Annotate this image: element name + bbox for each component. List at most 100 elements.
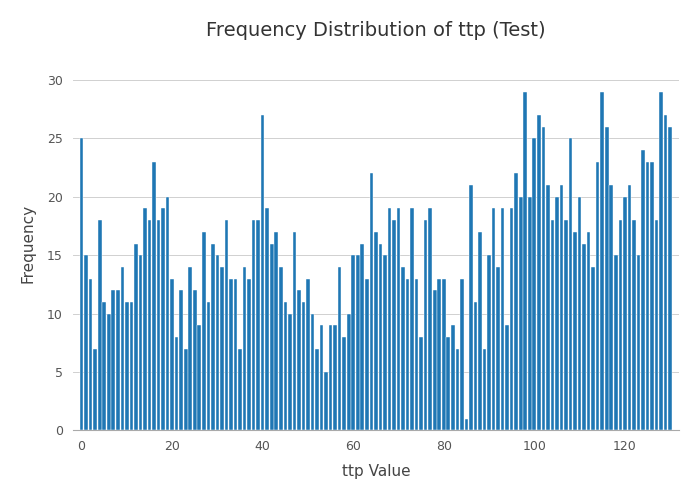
Bar — [170, 278, 174, 430]
Bar — [166, 197, 169, 430]
Bar — [139, 255, 142, 430]
Bar — [415, 278, 419, 430]
Bar — [587, 232, 590, 430]
Bar — [247, 278, 251, 430]
Bar — [234, 278, 237, 430]
Bar — [148, 220, 151, 430]
Bar — [568, 138, 573, 430]
Bar — [469, 185, 472, 430]
Bar — [438, 278, 441, 430]
Bar — [342, 337, 346, 430]
Bar — [338, 267, 342, 430]
Bar — [410, 208, 414, 430]
Bar — [311, 314, 314, 430]
Bar — [654, 220, 658, 430]
Bar — [628, 185, 631, 430]
Bar — [419, 337, 423, 430]
Bar — [120, 267, 124, 430]
Bar — [288, 314, 292, 430]
Bar — [483, 348, 486, 430]
Bar — [202, 232, 206, 430]
Bar — [197, 325, 201, 430]
Bar — [374, 232, 378, 430]
Bar — [573, 232, 577, 430]
Bar — [225, 220, 228, 430]
Bar — [193, 290, 197, 430]
Bar — [102, 302, 106, 430]
Bar — [605, 126, 608, 430]
Bar — [274, 232, 278, 430]
Bar — [542, 126, 545, 430]
Bar — [320, 325, 323, 430]
Bar — [555, 197, 559, 430]
Bar — [632, 220, 636, 430]
Bar — [596, 162, 599, 430]
Bar — [510, 208, 514, 430]
Bar — [582, 244, 586, 430]
Bar — [206, 302, 210, 430]
Bar — [533, 138, 536, 430]
Bar — [519, 197, 522, 430]
Bar — [293, 232, 296, 430]
Bar — [107, 314, 111, 430]
Bar — [161, 208, 165, 430]
Bar — [592, 267, 595, 430]
Bar — [98, 220, 102, 430]
Bar — [365, 278, 369, 430]
Bar — [152, 162, 156, 430]
Bar — [351, 255, 355, 430]
Bar — [297, 290, 301, 430]
Bar — [80, 138, 83, 430]
Bar — [306, 278, 310, 430]
Bar — [578, 197, 582, 430]
Bar — [447, 337, 450, 430]
Bar — [333, 325, 337, 430]
Bar — [668, 126, 672, 430]
Bar — [256, 220, 260, 430]
Bar — [356, 255, 360, 430]
Bar — [130, 302, 133, 430]
Bar — [610, 185, 613, 430]
Bar — [388, 208, 391, 430]
Bar — [392, 220, 396, 430]
Bar — [84, 255, 88, 430]
Bar — [379, 244, 382, 430]
Bar — [329, 325, 332, 430]
Bar — [229, 278, 233, 430]
Bar — [111, 290, 115, 430]
Bar — [537, 115, 540, 430]
Bar — [116, 290, 120, 430]
Bar — [465, 418, 468, 430]
Bar — [650, 162, 654, 430]
Bar — [428, 208, 432, 430]
Bar — [614, 255, 617, 430]
Bar — [500, 208, 505, 430]
Bar — [505, 325, 509, 430]
Bar — [564, 220, 568, 430]
Bar — [216, 255, 219, 430]
Bar — [636, 255, 641, 430]
Bar — [220, 267, 224, 430]
Bar — [157, 220, 160, 430]
Bar — [252, 220, 256, 430]
Bar — [284, 302, 287, 430]
Bar — [302, 302, 305, 430]
Bar — [601, 92, 604, 430]
Bar — [406, 278, 410, 430]
Bar — [442, 278, 446, 430]
Bar — [528, 197, 531, 430]
Bar — [265, 208, 269, 430]
Bar — [433, 290, 437, 430]
Bar — [397, 208, 400, 430]
Title: Frequency Distribution of ttp (Test): Frequency Distribution of ttp (Test) — [206, 21, 546, 40]
Bar — [261, 115, 265, 430]
Bar — [370, 174, 373, 430]
Bar — [188, 267, 192, 430]
Bar — [487, 255, 491, 430]
Bar — [551, 220, 554, 430]
Bar — [619, 220, 622, 430]
Bar — [89, 278, 92, 430]
Bar — [664, 115, 667, 430]
X-axis label: ttp Value: ttp Value — [342, 464, 410, 479]
Bar — [560, 185, 564, 430]
